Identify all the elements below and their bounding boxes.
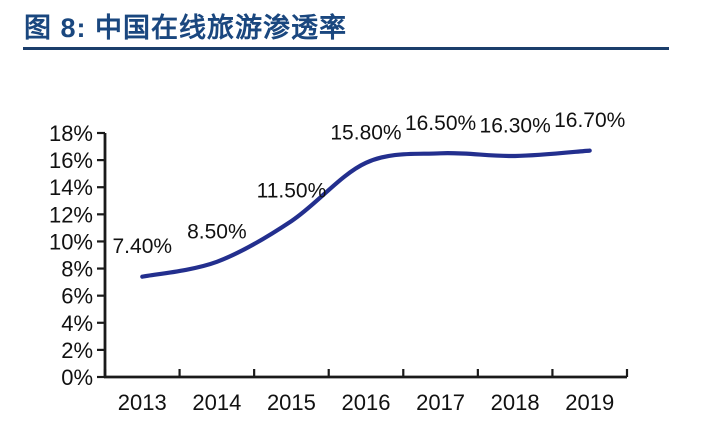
y-axis: 0%2%4%6%8% 10%12%14%16%18% (49, 121, 107, 390)
data-label: 8.50% (187, 220, 247, 243)
y-tick-label: 18% (49, 121, 93, 146)
x-tick-label: 2017 (416, 390, 465, 415)
y-tick-label: 16% (49, 148, 93, 173)
data-label: 15.80% (330, 121, 401, 144)
series-line (140, 148, 592, 279)
y-tick-label: 8% (61, 257, 93, 282)
data-label: 16.50% (405, 112, 476, 135)
data-label: 11.50% (257, 180, 327, 203)
x-axis: 2013 2014 2015 2016 2017 2018 2019 (103, 369, 629, 415)
series-path (140, 148, 592, 279)
x-tick-label: 2018 (491, 390, 540, 415)
title-underline (23, 47, 669, 50)
data-label: 7.40% (113, 235, 173, 258)
x-tick-label: 2019 (565, 390, 614, 415)
figure-title: 图 8: 中国在线旅游渗透率 (24, 13, 348, 43)
x-tick-label: 2014 (192, 390, 241, 415)
data-labels: 7.40% 8.50% 11.50% 15.80% 16.50% 16.30% 16.70% (113, 109, 626, 258)
y-tick-label: 14% (49, 175, 93, 200)
y-tick-label: 10% (49, 229, 93, 254)
x-tick-label: 2015 (267, 390, 316, 415)
y-tick-label: 4% (61, 311, 93, 336)
y-tick-label: 2% (61, 338, 93, 363)
y-tick-label: 0% (61, 365, 93, 390)
x-tick-label: 2016 (342, 390, 391, 415)
data-label: 16.70% (554, 109, 625, 132)
y-tick-label: 6% (61, 284, 93, 309)
data-label: 16.30% (480, 115, 551, 138)
x-tick-label: 2013 (118, 390, 167, 415)
y-tick-label: 12% (49, 202, 93, 227)
